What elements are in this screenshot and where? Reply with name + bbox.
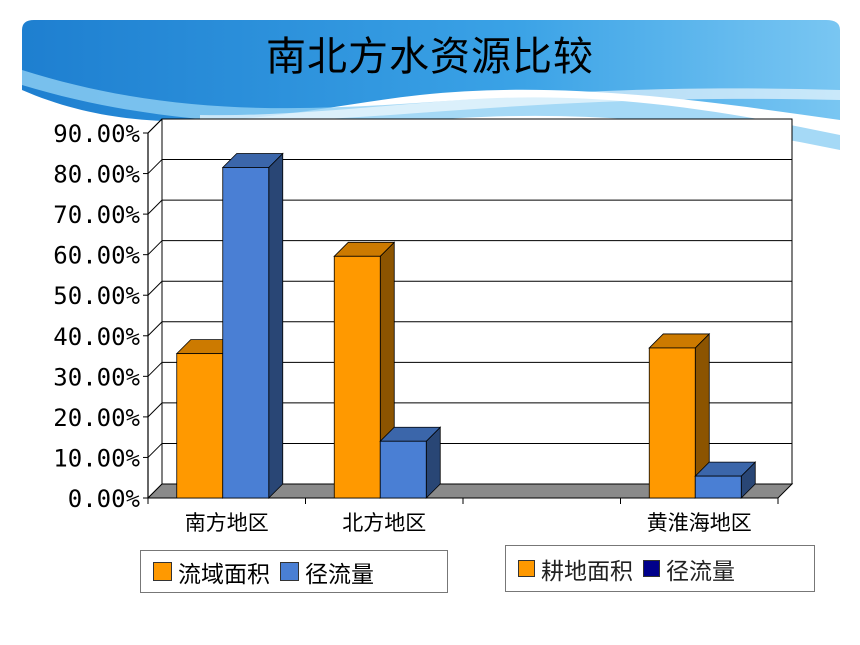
y-tick-label: 60.00% [53,242,140,270]
y-tick-label: 50.00% [53,282,140,310]
bar-side [268,152,284,499]
legend-swatch-blue [280,562,299,581]
legend-secondary: 耕地面积 径流量 [505,545,815,592]
gridline-diagonal [147,199,163,215]
y-tick-label: 40.00% [53,323,140,351]
legend-item: 耕地面积 [518,552,633,586]
x-axis-labels: 南方地区 北方地区 黄淮海地区 [185,511,752,535]
bar [333,255,381,499]
y-axis: 0.00% 10.00% 20.00% 30.00% 40.00% 50.00% 60.00… [53,120,149,513]
x-tick-label: 南方地区 [185,511,269,535]
bar [379,440,427,499]
x-tick-label: 黄淮海地区 [647,511,752,535]
bar [648,347,696,499]
gridline-diagonal [147,443,163,458]
legend-label: 耕地面积 [541,558,633,585]
gridline-diagonal [147,402,163,418]
gridline-diagonal [147,159,163,174]
legend-label: 径流量 [666,558,735,585]
gridline-diagonal [147,280,163,296]
legend-item: 径流量 [280,555,374,589]
y-tick-label: 80.00% [53,161,140,189]
legend-swatch-navy [643,560,660,577]
legend-item: 径流量 [643,552,735,586]
legend-label: 径流量 [305,561,374,588]
bar [176,353,224,499]
x-tick-label: 北方地区 [342,511,426,535]
legend-item: 流域面积 [153,555,270,589]
gridline-diagonal [147,361,163,377]
gridline-diagonal [147,321,163,337]
y-tick-label: 70.00% [53,201,140,229]
bars [175,152,757,499]
page-title: 南北方水资源比较 [266,34,594,80]
legend-label: 流域面积 [178,561,270,588]
y-tick-label: 10.00% [53,444,140,472]
gridline-diagonal [147,240,163,256]
bar [222,167,270,499]
legend-primary: 流域面积 径流量 [140,550,448,593]
y-tick-label: 0.00% [68,485,141,513]
legend-swatch-orange [153,562,172,581]
gridline-diagonal [147,118,163,134]
legend-swatch-orange [518,560,535,577]
y-tick-label: 20.00% [53,404,140,432]
header-wave-decoration [22,20,840,150]
y-tick-label: 30.00% [53,363,140,391]
y-tick-label: 90.00% [53,120,140,148]
bar [694,475,742,499]
